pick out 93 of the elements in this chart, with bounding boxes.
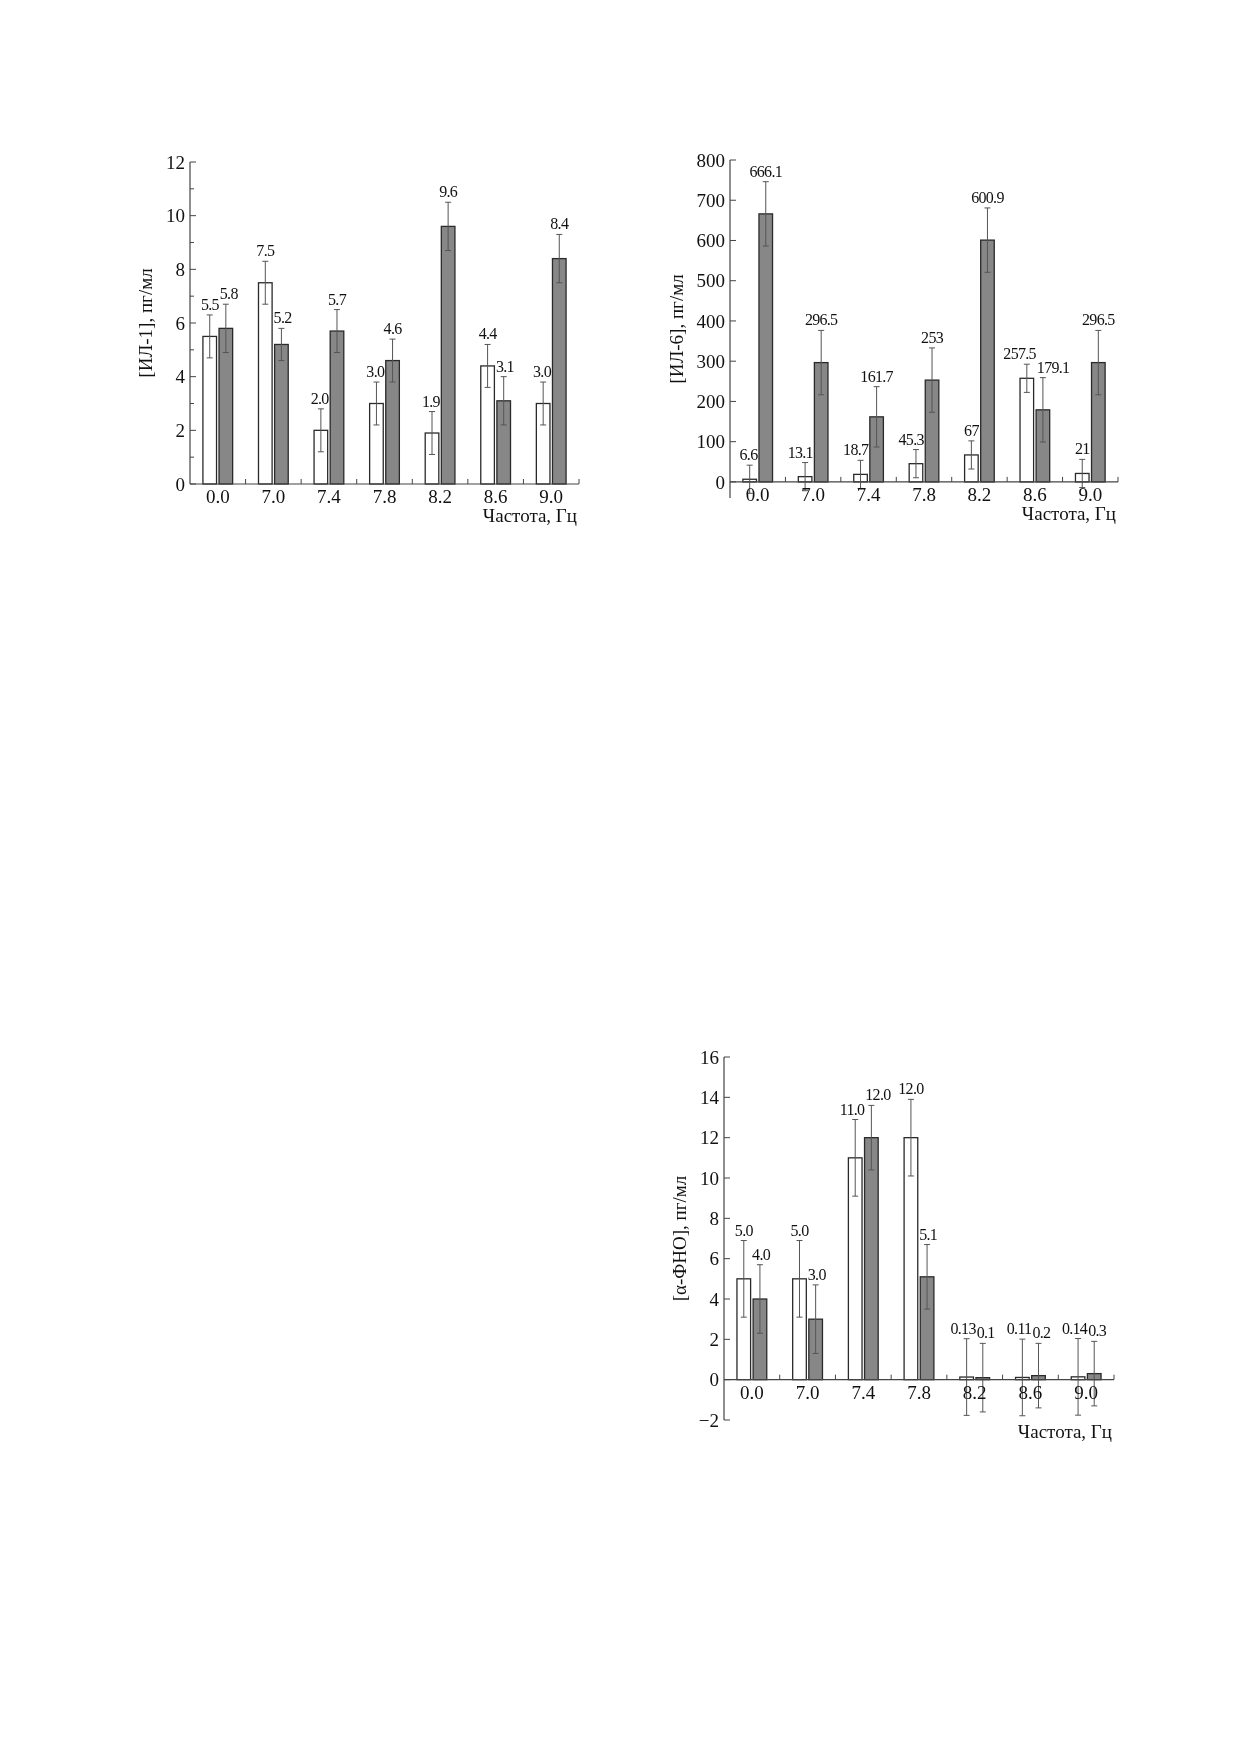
data-label: 179.1 (1036, 358, 1071, 376)
y-tick-label: 0 (715, 471, 725, 493)
data-label: 253 (921, 328, 944, 346)
data-label: 0.13 (950, 1319, 977, 1337)
data-label: 666.1 (749, 162, 783, 180)
y-axis-title: [ИЛ-6], пг/мл (666, 273, 687, 384)
data-label: 18.7 (843, 441, 870, 459)
data-label: 9.6 (439, 183, 458, 201)
y-tick-label: 12 (700, 1127, 719, 1149)
data-label: 21 (1074, 440, 1091, 458)
y-tick-label: 10 (700, 1167, 719, 1189)
data-label: 67 (964, 421, 980, 439)
data-label: 0.11 (1006, 1320, 1033, 1338)
y-tick-label: 10 (166, 205, 185, 227)
y-tick-label: 600 (696, 230, 725, 252)
data-label: 3.1 (495, 357, 515, 375)
data-label: 161.7 (860, 367, 894, 385)
y-axis-title: [α-ФНО], пг/мл (669, 1175, 690, 1302)
x-axis-title: Частота, Гц (1021, 502, 1116, 524)
y-axis-title: [ИЛ-1], пг/мл (135, 267, 156, 378)
x-tick-label: 8.6 (483, 486, 508, 507)
data-label: 0.3 (1088, 1322, 1107, 1340)
y-tick-label: 200 (696, 391, 725, 413)
data-label: 5.2 (273, 309, 293, 327)
y-tick-label: 4 (709, 1288, 720, 1310)
x-tick-label: 7.4 (856, 483, 881, 505)
data-label: 0.2 (1032, 1324, 1052, 1342)
x-tick-label: 7.0 (261, 486, 286, 507)
y-tick-label: 700 (696, 189, 725, 211)
x-tick-label: 9.0 (1078, 483, 1103, 505)
y-tick-label: 0 (709, 1369, 719, 1391)
data-label: 0.14 (1061, 1319, 1088, 1337)
data-label: 6.6 (739, 446, 759, 464)
data-label: 600.9 (971, 188, 1005, 206)
data-label: 11.0 (839, 1100, 865, 1118)
x-tick-label: 7.8 (907, 1381, 931, 1403)
data-label: 5.5 (200, 295, 220, 313)
data-label: 0.1 (976, 1324, 996, 1342)
data-label: 4.4 (478, 325, 498, 343)
y-tick-label: 8 (709, 1207, 719, 1229)
x-tick-label: 7.0 (801, 483, 826, 505)
x-tick-label: 8.2 (967, 483, 992, 505)
data-label: 4.0 (752, 1245, 771, 1263)
data-label: 3.0 (807, 1265, 827, 1283)
x-tick-label: 9.0 (1074, 1381, 1099, 1403)
data-label: 12.0 (898, 1080, 925, 1098)
y-tick-label: −2 (698, 1409, 719, 1431)
data-label: 5.7 (328, 290, 347, 308)
y-tick-label: 16 (700, 1046, 719, 1068)
x-tick-label: 9.0 (539, 486, 564, 507)
data-label: 5.0 (734, 1221, 754, 1239)
data-label: 257.5 (1003, 345, 1037, 363)
x-tick-label: 8.6 (1022, 483, 1047, 505)
x-tick-label: 7.0 (795, 1381, 820, 1403)
y-tick-label: 400 (696, 310, 725, 332)
x-tick-label: 7.4 (851, 1381, 876, 1403)
x-tick-label: 8.2 (428, 486, 452, 507)
y-tick-label: 4 (175, 366, 186, 388)
x-tick-label: 0.0 (745, 483, 770, 505)
y-tick-label: 12 (166, 151, 185, 173)
y-tick-label: 2 (709, 1328, 719, 1350)
y-tick-label: 0 (175, 473, 185, 495)
x-tick-label: 7.4 (317, 486, 342, 507)
data-label: 4.6 (383, 320, 403, 338)
data-label: 5.0 (790, 1221, 810, 1239)
data-label: 2.0 (310, 389, 330, 407)
data-label: 1.9 (421, 392, 441, 410)
y-tick-label: 300 (696, 350, 725, 372)
y-tick-label: 500 (696, 270, 725, 292)
data-label: 45.3 (898, 430, 925, 448)
x-axis-title: Частота, Гц (1017, 1421, 1112, 1442)
x-tick-label: 0.0 (739, 1381, 764, 1403)
y-tick-label: 8 (175, 258, 185, 280)
y-tick-label: 6 (175, 312, 185, 334)
data-label: 8.4 (550, 215, 569, 233)
data-label: 296.5 (804, 311, 839, 329)
x-axis-title: Частота, Гц (482, 505, 577, 526)
data-label: 7.5 (256, 242, 275, 260)
y-tick-label: 100 (696, 431, 725, 453)
data-label: 13.1 (787, 443, 814, 461)
data-label: 5.1 (919, 1225, 938, 1243)
x-tick-label: 7.8 (912, 483, 936, 505)
data-label: 5.8 (219, 285, 239, 303)
data-label: 3.0 (366, 363, 385, 381)
data-label: 296.5 (1082, 311, 1116, 329)
y-tick-label: 14 (700, 1086, 720, 1108)
x-tick-label: 0.0 (205, 486, 230, 507)
y-tick-label: 800 (696, 149, 725, 171)
y-tick-label: 2 (175, 419, 185, 441)
x-tick-label: 7.8 (372, 486, 397, 507)
data-label: 12.0 (865, 1086, 892, 1104)
y-tick-label: 6 (709, 1248, 719, 1270)
data-label: 3.0 (533, 363, 552, 381)
